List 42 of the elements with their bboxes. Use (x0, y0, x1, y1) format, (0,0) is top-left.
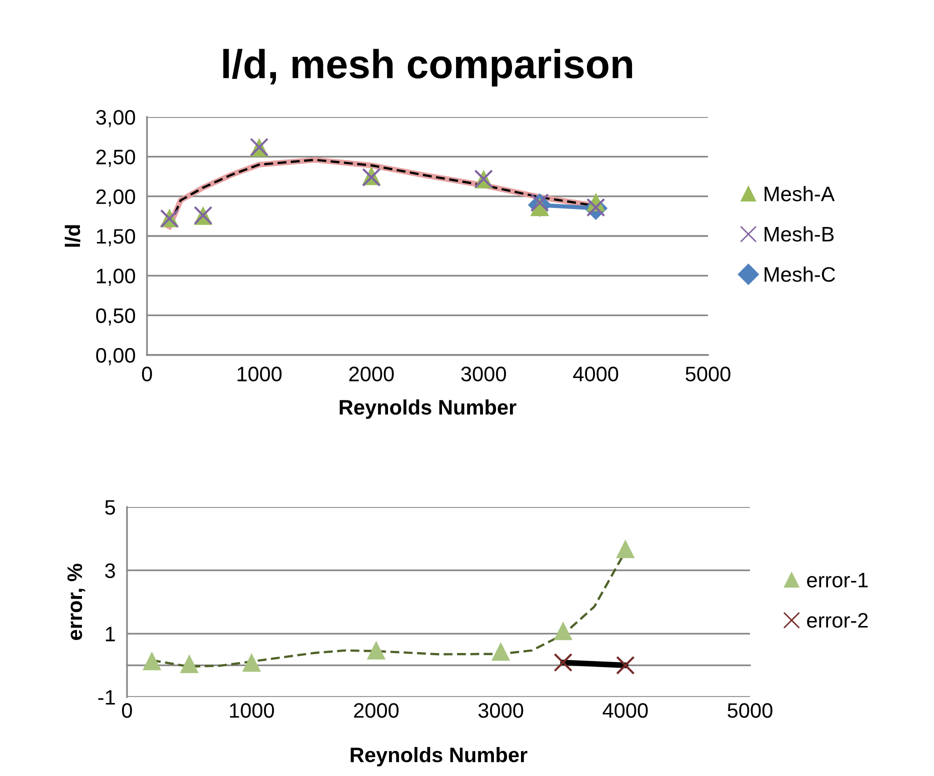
legend-label: error-2 (807, 612, 868, 628)
y-tick-label: 2,00 (96, 189, 136, 207)
point (492, 643, 510, 661)
y-tick-label: 0,50 (96, 308, 136, 326)
x-tick-label: 3000 (461, 366, 506, 382)
y-tick-label: 5 (105, 500, 116, 515)
x-tick-label: 2000 (349, 366, 394, 382)
y-tick-label: 1,00 (96, 268, 136, 286)
point (554, 653, 572, 672)
x-tick-label: 1000 (230, 703, 274, 718)
y-tick-label: 2,50 (96, 150, 136, 167)
legend-label: Mesh-A (764, 186, 835, 202)
y-tick-label: 3 (105, 563, 115, 578)
point (242, 654, 260, 672)
y-axis-title: l/d (64, 225, 80, 247)
x-axis-title: Reynolds Number (350, 746, 528, 766)
x-tick-label: 0 (122, 703, 132, 718)
x-tick-label: 2000 (354, 703, 399, 718)
y-tick-label: 1 (106, 626, 115, 642)
x-tick-label: 3000 (478, 703, 524, 718)
y-tick-label: 1,50 (96, 229, 136, 246)
x-tick-label: 4000 (602, 703, 648, 718)
y-tick-label: 3,00 (96, 110, 136, 128)
chart-title: l/d, mesh comparison (223, 48, 632, 86)
point (616, 540, 634, 558)
x-axis-title: Reynolds Number (340, 399, 516, 419)
y-tick-label: 0,00 (96, 348, 136, 366)
point (143, 652, 161, 670)
point (180, 656, 198, 674)
point (368, 642, 385, 660)
legend-label: error-1 (807, 572, 868, 588)
point (616, 656, 635, 675)
legend-label: Mesh-C (764, 266, 836, 282)
x-tick-label: 5000 (728, 703, 772, 718)
x-tick-label: 5000 (686, 366, 730, 382)
legend-label: Mesh-B (764, 226, 834, 242)
x-tick-label: 4000 (573, 366, 618, 382)
x-tick-label: 0 (142, 366, 152, 382)
y-axis-title: error, % (67, 564, 86, 640)
x-tick-label: 1000 (238, 366, 282, 382)
point (554, 622, 572, 640)
y-tick-label: -1 (98, 690, 115, 705)
